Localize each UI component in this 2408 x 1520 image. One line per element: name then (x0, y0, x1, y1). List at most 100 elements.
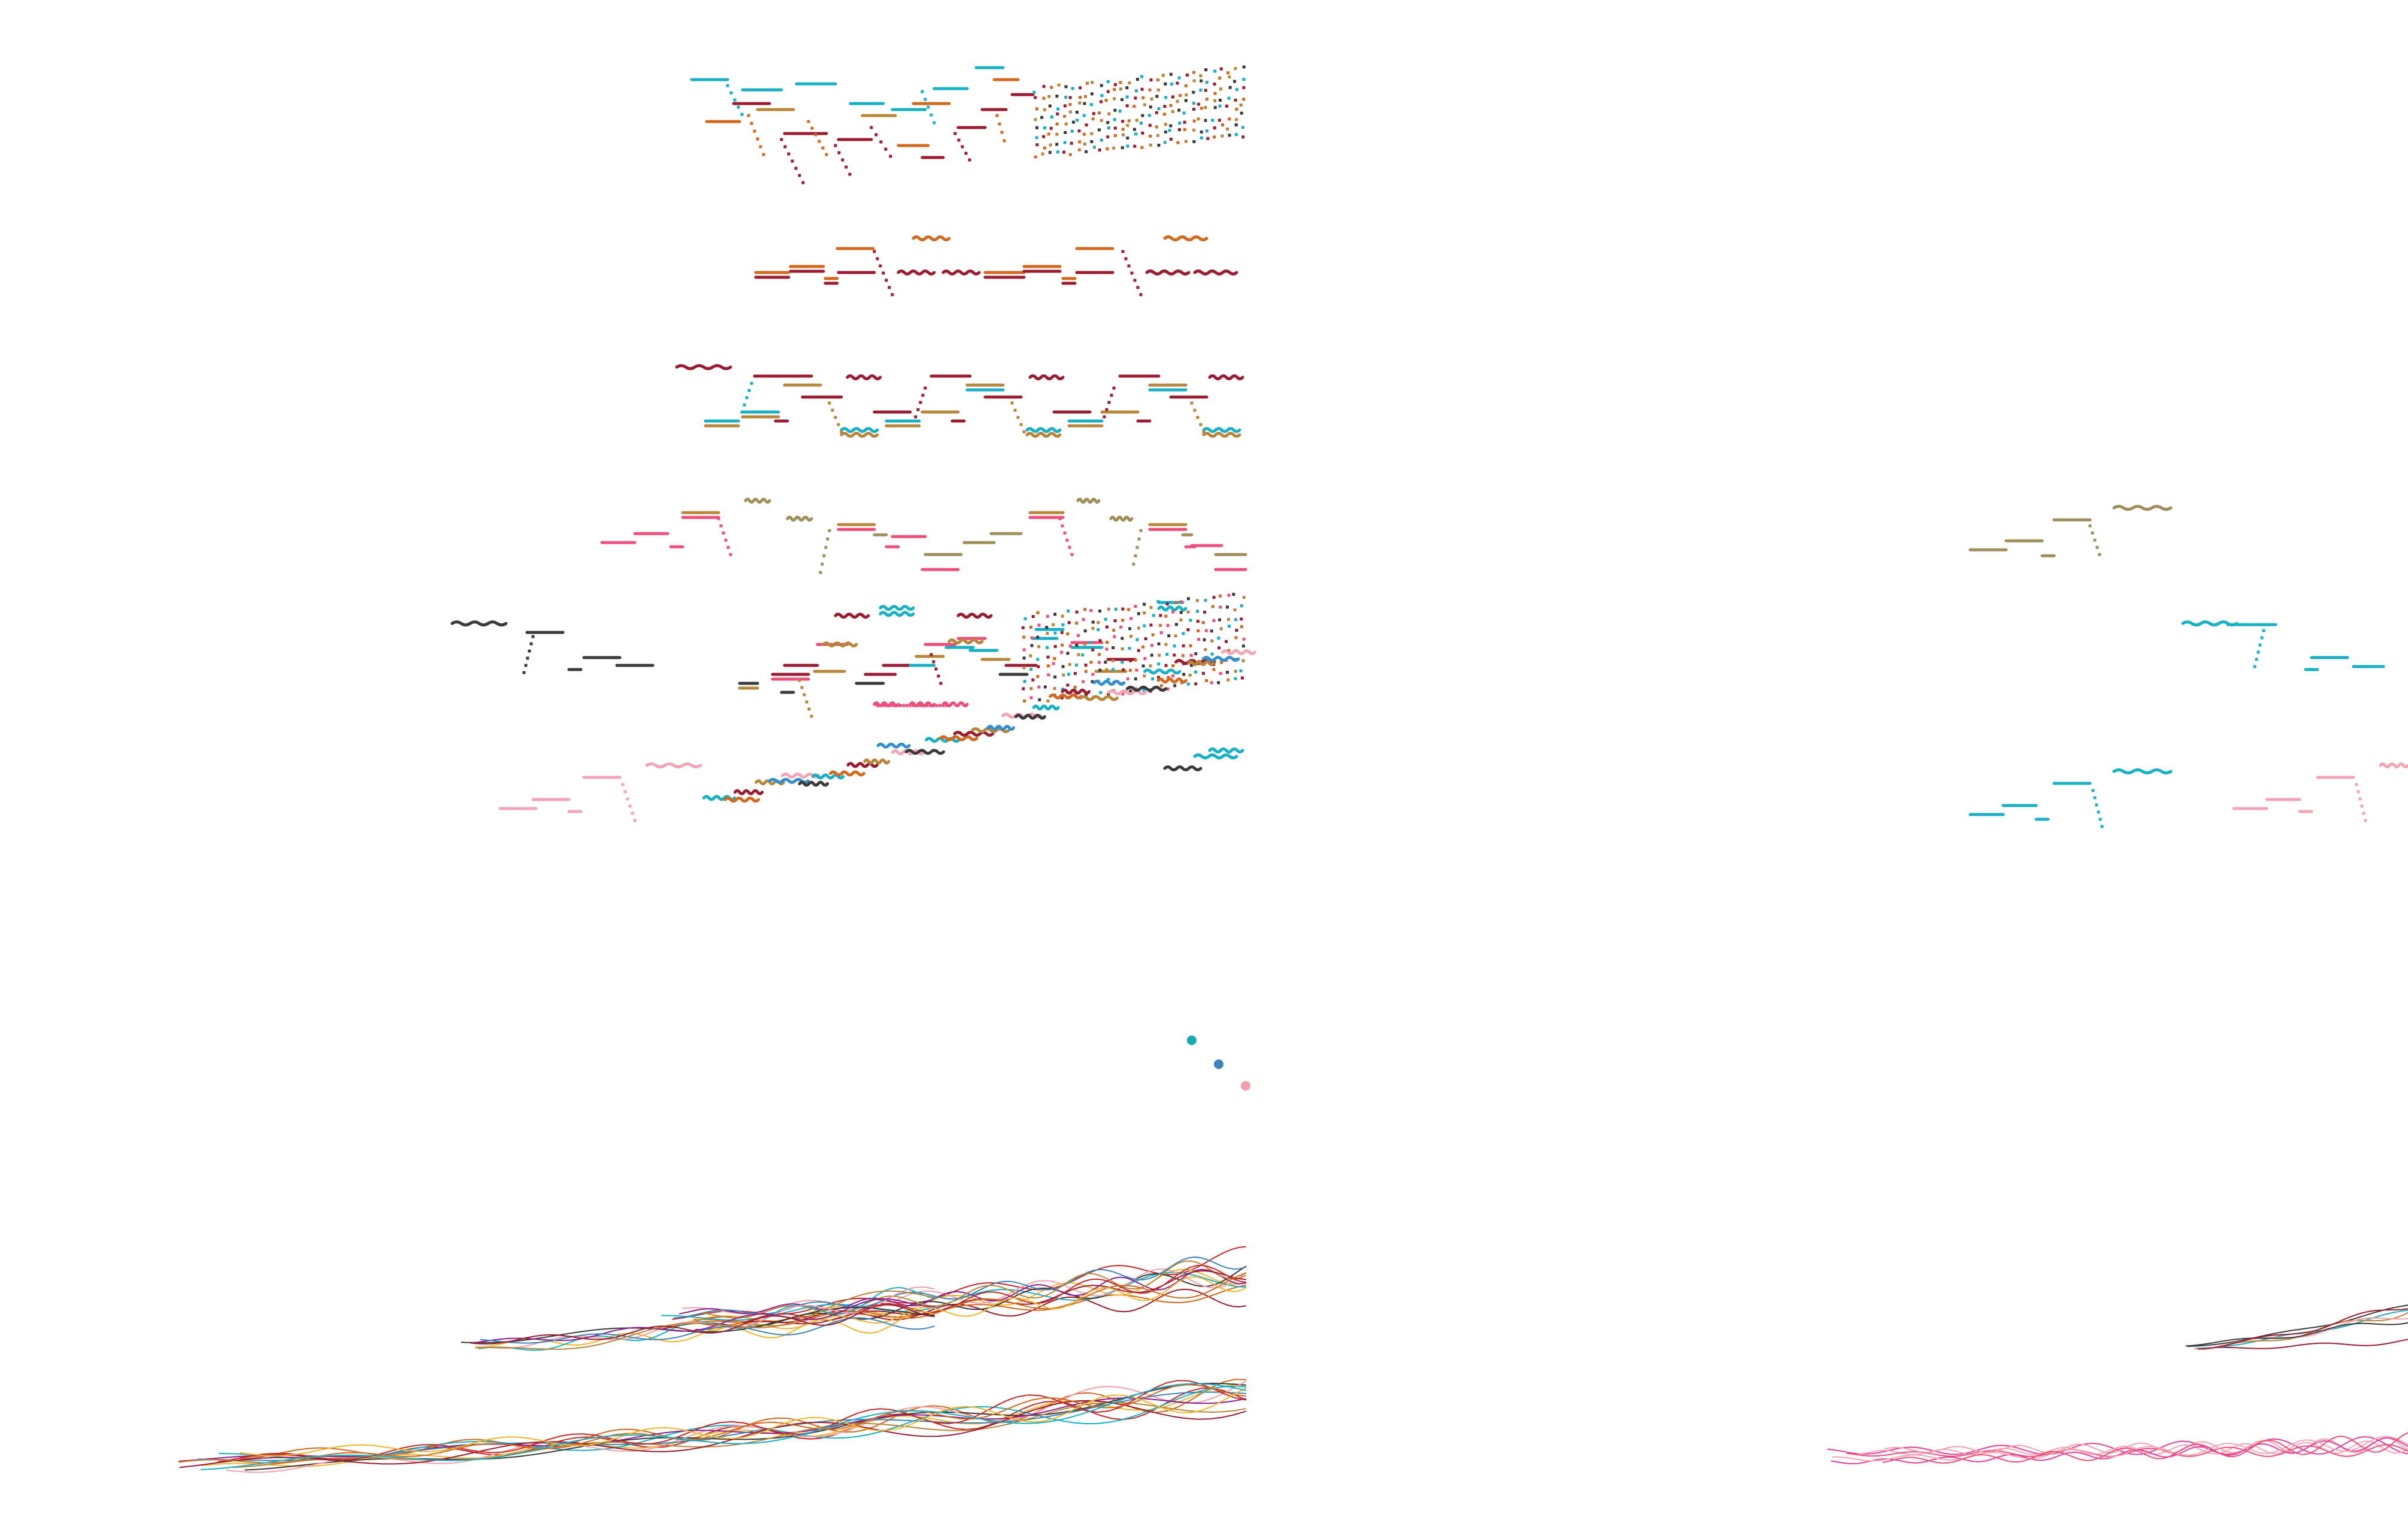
note-dot (1034, 155, 1037, 159)
note-dot (1105, 668, 1108, 671)
note-dot (1061, 665, 1065, 668)
note-dot (1063, 141, 1067, 144)
note-dot (1169, 124, 1173, 128)
note-dot (1113, 619, 1117, 623)
steelblue-dot (1214, 1059, 1223, 1069)
note-dot (1091, 680, 1094, 683)
note-dot (1062, 673, 1065, 677)
note-dot (794, 166, 798, 170)
note-dot (1036, 635, 1040, 639)
note-squiggle (1032, 704, 1060, 711)
note-dot (1079, 96, 1082, 99)
note-dot (1022, 656, 1026, 660)
note-dot (1002, 139, 1006, 143)
note-dot (2364, 819, 2367, 822)
note-dot (1143, 103, 1146, 107)
note-dot (1031, 678, 1035, 682)
note-dot (834, 416, 837, 419)
note-dot (1148, 123, 1152, 127)
flow-curve (2187, 1304, 2408, 1348)
note-dot (1204, 68, 1208, 71)
note-dot (1111, 646, 1115, 649)
note-dot (1040, 116, 1044, 119)
note-dot (1240, 676, 1244, 680)
note-dot (1125, 104, 1129, 108)
note-dot (1046, 614, 1049, 618)
note-dot (1203, 610, 1207, 614)
note-dot (1212, 668, 1216, 671)
note-dot (783, 145, 787, 149)
note-dot (1182, 111, 1186, 115)
note-dot (1089, 641, 1092, 644)
note-dot (1107, 126, 1110, 130)
note-dot (1171, 674, 1175, 678)
note-dot (1031, 614, 1035, 618)
note-dot (1038, 698, 1041, 701)
note-dot (919, 401, 922, 404)
note-dot (1212, 595, 1216, 599)
note-dot (1192, 108, 1196, 111)
note-dot (1061, 623, 1065, 626)
flow-curve (470, 1304, 935, 1345)
note-dot (724, 538, 728, 542)
note-dot (1242, 65, 1246, 69)
note-squiggle (1163, 235, 1208, 241)
note-squiggle (1049, 693, 1083, 700)
note-dot (1202, 430, 1205, 434)
note-dot (1030, 644, 1034, 647)
note-dot (1141, 664, 1145, 668)
note-dot (923, 386, 927, 390)
note-dot (1000, 131, 1004, 134)
note-dot (1037, 623, 1041, 627)
note-dot (1176, 99, 1179, 103)
note-dot (1226, 671, 1229, 674)
note-dot (1139, 293, 1143, 296)
note-dot (873, 250, 876, 253)
note-squiggle (1109, 516, 1134, 522)
flow-curve (2185, 1322, 2408, 1347)
note-dot (1177, 108, 1181, 112)
note-dot (1240, 617, 1243, 621)
note-dot (905, 704, 908, 707)
note-dot (1104, 661, 1107, 664)
note-dot (1070, 129, 1074, 133)
note-dot (938, 704, 941, 707)
note-dot (1137, 612, 1140, 616)
note-dot (1034, 118, 1037, 122)
note-dot (1205, 129, 1208, 133)
note-dot (2098, 817, 2102, 821)
note-dot (1099, 119, 1103, 122)
note-dot (1097, 628, 1100, 631)
note-dot (825, 153, 828, 156)
note-dot (1067, 621, 1071, 625)
note-dot (882, 704, 886, 707)
note-dot (1037, 665, 1040, 668)
flow-curve (475, 1290, 935, 1350)
note-dot (1200, 130, 1203, 134)
note-dot (1091, 626, 1095, 630)
note-dot (1126, 123, 1129, 127)
note-dot (1164, 614, 1168, 618)
note-dot (1149, 664, 1152, 668)
note-dot (1126, 144, 1129, 148)
note-dot (1156, 599, 1160, 603)
note-dot (1134, 554, 1137, 558)
note-dot (1128, 627, 1132, 631)
note-dot (733, 98, 737, 102)
note-dot (953, 132, 957, 135)
note-squiggle (879, 611, 915, 617)
note-dot (750, 122, 753, 125)
note-dot (1169, 72, 1173, 76)
note-dot (2098, 553, 2101, 556)
note-dot (1174, 634, 1177, 638)
note-dot (1078, 148, 1082, 152)
note-dot (1126, 677, 1129, 681)
note-dot (889, 155, 892, 158)
note-dot (529, 642, 533, 646)
note-dot (1097, 620, 1100, 624)
note-dot (1204, 89, 1207, 92)
note-dot (828, 401, 831, 405)
note-dot (1082, 617, 1085, 621)
note-dot (1089, 661, 1093, 664)
note-dot (1150, 653, 1153, 657)
